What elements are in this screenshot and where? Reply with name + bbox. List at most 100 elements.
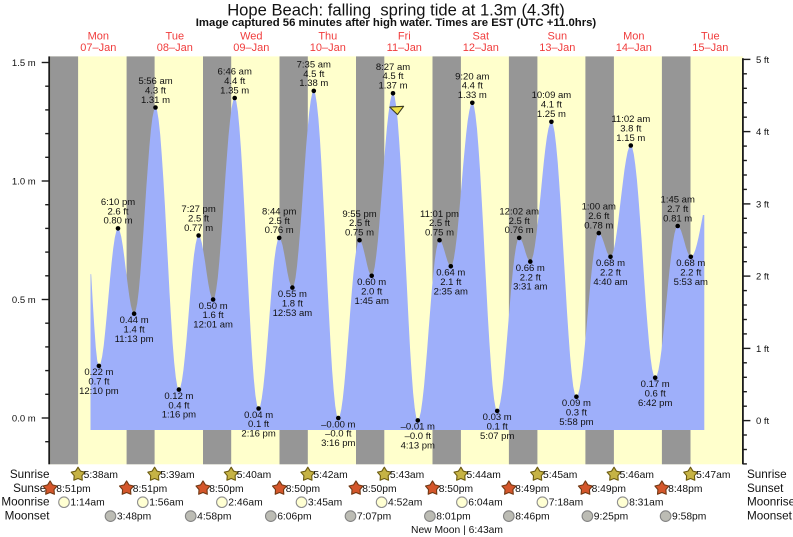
svg-text:0.5 m: 0.5 m: [12, 295, 36, 306]
svg-text:5:46am: 5:46am: [620, 470, 654, 481]
svg-text:–0.0 ft: –0.0 ft: [325, 429, 352, 440]
svg-text:6:42 pm: 6:42 pm: [638, 398, 672, 409]
svg-text:0.76 m: 0.76 m: [505, 225, 534, 236]
svg-text:3:48pm: 3:48pm: [117, 512, 151, 523]
svg-text:1.4 ft: 1.4 ft: [124, 324, 145, 335]
svg-text:3.8 ft: 3.8 ft: [620, 123, 641, 134]
svg-text:0.3 ft: 0.3 ft: [566, 407, 587, 418]
svg-text:Wed: Wed: [240, 30, 262, 42]
svg-text:4.5 ft: 4.5 ft: [303, 69, 324, 80]
svg-text:Image captured 56 minutes afte: Image captured 56 minutes after high wat…: [196, 17, 597, 29]
svg-text:8:01pm: 8:01pm: [436, 512, 470, 523]
svg-text:13–Jan: 13–Jan: [539, 42, 575, 54]
svg-text:Moonset: Moonset: [5, 510, 51, 523]
svg-text:2.1 ft: 2.1 ft: [440, 277, 461, 288]
svg-text:1:00 am: 1:00 am: [582, 202, 616, 213]
svg-text:9:55 pm: 9:55 pm: [342, 209, 376, 220]
svg-text:5:39am: 5:39am: [160, 470, 194, 481]
svg-text:–0.01 m: –0.01 m: [401, 422, 435, 433]
svg-text:2.0 ft: 2.0 ft: [361, 287, 382, 298]
svg-text:0.6 ft: 0.6 ft: [645, 388, 666, 399]
svg-text:5:58 pm: 5:58 pm: [559, 417, 593, 428]
svg-text:0.04 m: 0.04 m: [244, 410, 273, 421]
svg-text:2.5 ft: 2.5 ft: [349, 218, 370, 229]
svg-text:8:50pm: 8:50pm: [362, 484, 396, 495]
svg-text:8:31am: 8:31am: [629, 498, 663, 509]
svg-text:12–Jan: 12–Jan: [463, 42, 499, 54]
svg-text:0.75 m: 0.75 m: [425, 228, 454, 239]
svg-text:7:18am: 7:18am: [549, 498, 583, 509]
svg-text:12:02 am: 12:02 am: [499, 206, 539, 217]
svg-text:9:58pm: 9:58pm: [672, 512, 706, 523]
svg-text:8:49pm: 8:49pm: [592, 484, 626, 495]
svg-text:0.1 ft: 0.1 ft: [487, 422, 508, 433]
svg-text:0.66 m: 0.66 m: [516, 263, 545, 274]
svg-text:3 ft: 3 ft: [756, 199, 770, 210]
svg-text:2.7 ft: 2.7 ft: [667, 204, 688, 215]
svg-text:Thu: Thu: [318, 30, 337, 42]
svg-text:1.38 m: 1.38 m: [299, 78, 328, 89]
svg-text:0.77 m: 0.77 m: [184, 223, 213, 234]
svg-text:5:44am: 5:44am: [467, 470, 501, 481]
svg-text:8:27 am: 8:27 am: [376, 62, 410, 73]
svg-text:Sunrise: Sunrise: [10, 468, 50, 481]
svg-text:Mon: Mon: [623, 30, 644, 42]
svg-text:6:10 pm: 6:10 pm: [101, 197, 135, 208]
svg-text:09–Jan: 09–Jan: [233, 42, 269, 54]
svg-text:New Moon | 6:43am: New Moon | 6:43am: [411, 525, 503, 536]
svg-text:12:53 am: 12:53 am: [273, 308, 313, 319]
svg-text:7:27 pm: 7:27 pm: [181, 204, 215, 215]
svg-text:4.3 ft: 4.3 ft: [145, 85, 166, 96]
svg-text:1.31 m: 1.31 m: [141, 95, 170, 106]
svg-text:2:16 pm: 2:16 pm: [241, 429, 275, 440]
svg-text:Fri: Fri: [398, 30, 411, 42]
svg-text:0.81 m: 0.81 m: [663, 213, 692, 224]
svg-text:9:20 am: 9:20 am: [455, 71, 489, 82]
svg-text:12:10 pm: 12:10 pm: [79, 386, 119, 397]
svg-text:10–Jan: 10–Jan: [310, 42, 346, 54]
svg-text:0.44 m: 0.44 m: [120, 315, 149, 326]
svg-text:–0.00 m: –0.00 m: [321, 419, 355, 430]
svg-text:1:16 pm: 1:16 pm: [162, 410, 196, 421]
svg-text:11–Jan: 11–Jan: [387, 42, 422, 54]
svg-text:1.37 m: 1.37 m: [378, 81, 407, 92]
svg-text:2.2 ft: 2.2 ft: [520, 272, 541, 283]
svg-text:5:40am: 5:40am: [237, 470, 271, 481]
svg-text:4.5 ft: 4.5 ft: [382, 71, 403, 82]
svg-text:–0.0 ft: –0.0 ft: [405, 431, 432, 442]
svg-text:0.50 m: 0.50 m: [199, 301, 228, 312]
svg-text:4:13 pm: 4:13 pm: [401, 441, 435, 452]
svg-text:0.09 m: 0.09 m: [562, 398, 591, 409]
svg-text:0.03 m: 0.03 m: [483, 412, 512, 423]
svg-text:1 ft: 1 ft: [756, 344, 770, 355]
svg-text:2.6 ft: 2.6 ft: [588, 211, 609, 222]
svg-text:Tue: Tue: [701, 30, 720, 42]
svg-text:3:45am: 3:45am: [308, 498, 342, 509]
svg-text:5:38am: 5:38am: [84, 470, 118, 481]
svg-text:2.5 ft: 2.5 ft: [429, 218, 450, 229]
svg-text:8:50pm: 8:50pm: [439, 484, 473, 495]
svg-text:1.25 m: 1.25 m: [537, 109, 566, 120]
svg-text:8:50pm: 8:50pm: [286, 484, 320, 495]
svg-text:Sat: Sat: [473, 30, 490, 42]
svg-text:0.7 ft: 0.7 ft: [88, 377, 109, 388]
svg-text:8:51pm: 8:51pm: [133, 484, 167, 495]
svg-text:5:47am: 5:47am: [696, 470, 730, 481]
svg-text:Moonrise: Moonrise: [747, 496, 793, 509]
svg-text:4:40 am: 4:40 am: [593, 277, 627, 288]
svg-text:5:42am: 5:42am: [313, 470, 347, 481]
svg-text:11:13 pm: 11:13 pm: [115, 334, 154, 345]
svg-text:4.4 ft: 4.4 ft: [224, 76, 245, 87]
svg-text:Sunset: Sunset: [747, 482, 784, 495]
svg-text:Sunset: Sunset: [13, 482, 50, 495]
svg-text:0.60 m: 0.60 m: [357, 277, 386, 288]
svg-text:6:06pm: 6:06pm: [277, 512, 311, 523]
svg-text:Tue: Tue: [166, 30, 185, 42]
svg-text:1:45 am: 1:45 am: [661, 195, 695, 206]
svg-text:2.5 ft: 2.5 ft: [509, 216, 530, 227]
svg-text:8:48pm: 8:48pm: [668, 484, 702, 495]
svg-text:11:01 pm: 11:01 pm: [420, 209, 459, 220]
svg-text:5:45am: 5:45am: [543, 470, 577, 481]
svg-text:0.55 m: 0.55 m: [278, 289, 307, 300]
svg-text:1:14am: 1:14am: [70, 498, 104, 509]
